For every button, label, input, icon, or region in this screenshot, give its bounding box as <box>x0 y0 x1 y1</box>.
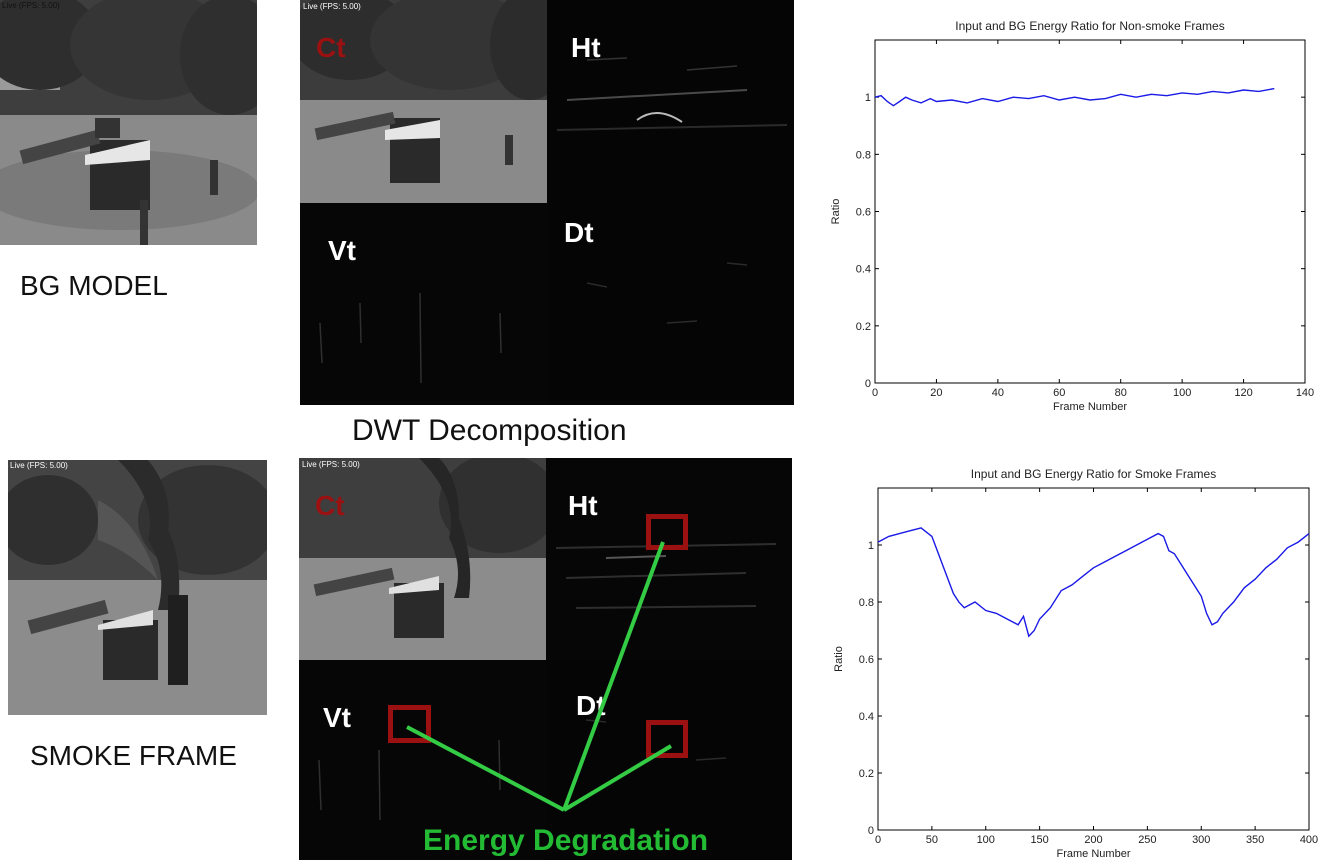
ct-smoke-overlay-fps-text: Live (FPS: 5.00) <box>302 460 360 469</box>
chart-title: Input and BG Energy Ratio for Smoke Fram… <box>971 467 1216 481</box>
ht-quadrant-image: Ht <box>547 0 794 203</box>
x-tick-label: 60 <box>1053 387 1065 399</box>
y-tick-label: 0.2 <box>859 768 874 780</box>
y-tick-label: 0 <box>868 825 874 837</box>
y-tick-label: 0 <box>865 378 871 390</box>
y-tick-label: 0.6 <box>856 207 871 219</box>
x-tick-label: 140 <box>1296 387 1314 399</box>
ht-quadrant-smoke-image: Ht <box>546 458 792 660</box>
overlay-fps-text: Live (FPS: 5.00) <box>2 1 60 10</box>
y-tick-label: 0.6 <box>859 654 874 666</box>
x-tick-label: 120 <box>1234 387 1252 399</box>
bg-model-image: Live (FPS: 5.00) <box>0 0 257 245</box>
dt-highlight-box <box>646 720 688 758</box>
y-tick-label: 0.8 <box>856 149 871 161</box>
x-tick-label: 20 <box>930 387 942 399</box>
smoke-overlay-fps-text: Live (FPS: 5.00) <box>10 461 68 470</box>
plot-area <box>877 487 1310 831</box>
ct-quadrant-image: Live (FPS: 5.00) Ct <box>300 0 547 203</box>
x-axis-label: Frame Number <box>1057 848 1131 860</box>
ct-quadrant-smoke-image: Live (FPS: 5.00) Ct <box>299 458 546 660</box>
x-axis-label: Frame Number <box>1053 401 1127 413</box>
dwt-panel-smoke: Live (FPS: 5.00) Ct Ht Vt Dt Energy Degr… <box>299 458 792 860</box>
x-tick-label: 200 <box>1084 834 1102 846</box>
x-tick-label: 100 <box>1173 387 1191 399</box>
y-axis-label: Ratio <box>830 199 842 225</box>
x-tick-label: 80 <box>1115 387 1127 399</box>
ct-label: Ct <box>316 32 346 63</box>
ht-label: Ht <box>571 32 601 63</box>
ct-smoke-label: Ct <box>315 490 345 521</box>
vt-label: Vt <box>328 235 356 266</box>
y-tick-label: 0.4 <box>856 264 871 276</box>
x-tick-label: 400 <box>1300 834 1318 846</box>
x-tick-label: 40 <box>992 387 1004 399</box>
smoke-ratio-chart: Input and BG Energy Ratio for Smoke Fram… <box>833 467 1318 860</box>
non-smoke-ratio-chart: Input and BG Energy Ratio for Non-smoke … <box>830 19 1314 413</box>
plot-area <box>874 39 1306 384</box>
x-tick-label: 100 <box>977 834 995 846</box>
x-tick-label: 250 <box>1138 834 1156 846</box>
smoke-frame-caption: SMOKE FRAME <box>30 740 237 771</box>
dt-smoke-label: Dt <box>576 690 606 721</box>
series-line <box>874 87 1275 107</box>
x-tick-label: 0 <box>872 387 878 399</box>
vt-highlight-box <box>388 705 431 743</box>
energy-degradation-caption: Energy Degradation <box>423 824 709 857</box>
x-tick-label: 50 <box>926 834 938 846</box>
y-tick-label: 0.4 <box>859 711 874 723</box>
x-tick-label: 150 <box>1030 834 1048 846</box>
dwt-panel-bg: Live (FPS: 5.00) Ct Ht Vt Dt <box>300 0 794 405</box>
y-axis-label: Ratio <box>833 646 845 672</box>
y-tick-label: 1 <box>868 540 874 552</box>
vt-quadrant-image: Vt <box>300 203 547 405</box>
y-tick-label: 0.8 <box>859 597 874 609</box>
bg-model-caption: BG MODEL <box>20 270 168 301</box>
y-tick-label: 1 <box>865 92 871 104</box>
x-tick-label: 0 <box>875 834 881 846</box>
smoke-frame-image: Live (FPS: 5.00) <box>8 460 267 715</box>
dt-quadrant-image: Dt <box>547 203 794 405</box>
vt-smoke-label: Vt <box>323 702 351 733</box>
ht-smoke-label: Ht <box>568 490 598 521</box>
x-tick-label: 300 <box>1192 834 1210 846</box>
chart-title: Input and BG Energy Ratio for Non-smoke … <box>955 19 1224 33</box>
ct-overlay-fps-text: Live (FPS: 5.00) <box>303 2 361 11</box>
dwt-decomposition-caption: DWT Decomposition <box>352 414 627 447</box>
dt-label: Dt <box>564 217 594 248</box>
y-tick-label: 0.2 <box>856 321 871 333</box>
series-line <box>877 527 1310 638</box>
x-tick-label: 350 <box>1246 834 1264 846</box>
ht-highlight-box <box>646 514 688 550</box>
